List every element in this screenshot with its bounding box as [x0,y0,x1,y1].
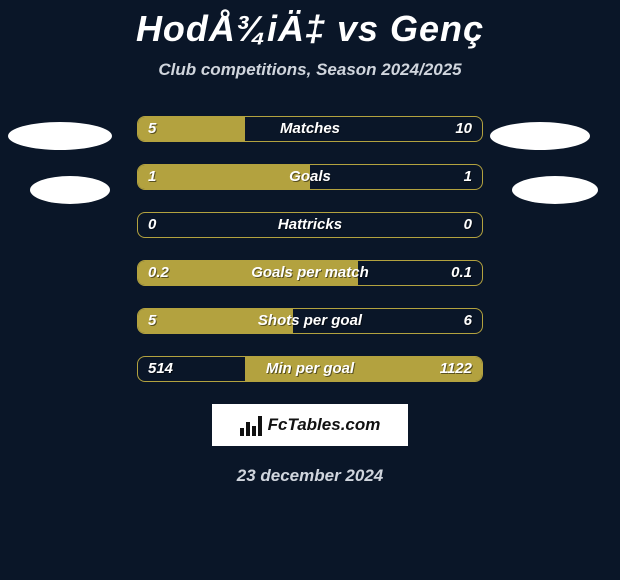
bubble [8,122,112,150]
bar-value-right: 6 [464,309,472,333]
stat-bar: 514Min per goal1122 [137,356,483,382]
bar-value-right: 1 [464,165,472,189]
subtitle: Club competitions, Season 2024/2025 [0,60,620,80]
bar-label: Min per goal [138,357,482,381]
stat-bar: 0Hattricks0 [137,212,483,238]
bar-label: Matches [138,117,482,141]
logo-box: FcTables.com [212,404,408,446]
bar-value-right: 0 [464,213,472,237]
stat-bar: 1Goals1 [137,164,483,190]
bubble [512,176,598,204]
stat-bar: 5Shots per goal6 [137,308,483,334]
stat-bars: 5Matches101Goals10Hattricks00.2Goals per… [137,116,483,382]
bar-label: Hattricks [138,213,482,237]
bar-label: Goals [138,165,482,189]
page-title: HodÅ¾iÄ‡ vs Genç [0,0,620,50]
bubble [30,176,110,204]
bar-value-right: 0.1 [451,261,472,285]
date-text: 23 december 2024 [0,466,620,486]
bars-icon [240,414,262,436]
bar-label: Goals per match [138,261,482,285]
stat-bar: 0.2Goals per match0.1 [137,260,483,286]
stat-bar: 5Matches10 [137,116,483,142]
logo-text: FcTables.com [268,415,381,435]
bar-value-right: 1122 [440,357,472,381]
infographic-root: HodÅ¾iÄ‡ vs Genç Club competitions, Seas… [0,0,620,580]
bar-label: Shots per goal [138,309,482,333]
bar-value-right: 10 [455,117,472,141]
bubble [490,122,590,150]
